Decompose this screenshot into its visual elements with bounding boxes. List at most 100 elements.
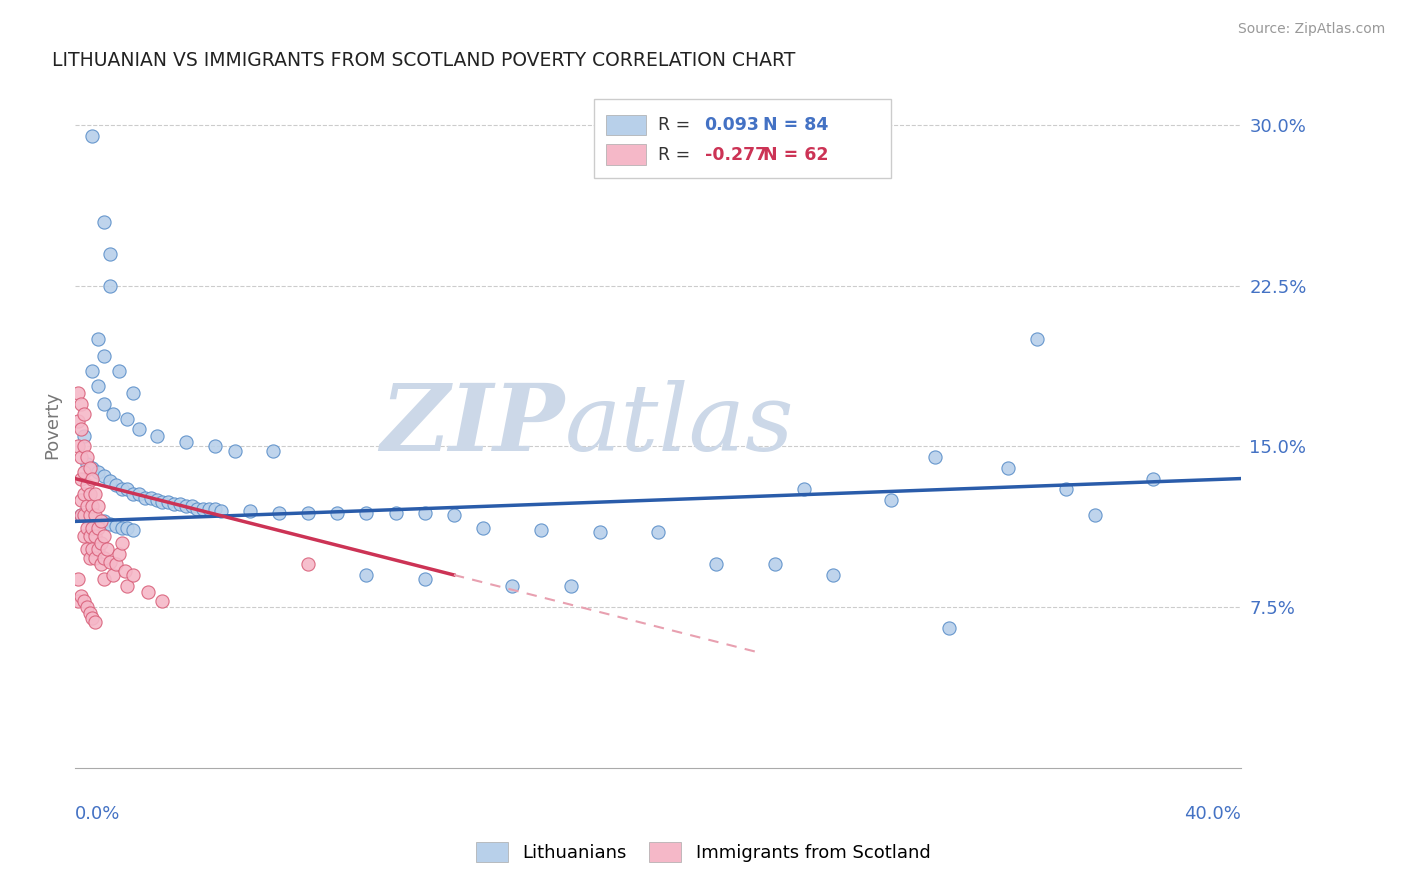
Point bbox=[69, 508, 91, 522]
Point bbox=[69, 493, 91, 508]
Point bbox=[1054, 483, 1077, 497]
Point bbox=[84, 550, 107, 565]
Point bbox=[66, 572, 89, 586]
Point bbox=[180, 500, 202, 514]
Point bbox=[169, 497, 191, 511]
Point bbox=[82, 611, 104, 625]
Point bbox=[98, 516, 121, 531]
Point bbox=[136, 585, 159, 599]
Point bbox=[82, 128, 104, 143]
Point bbox=[152, 495, 174, 509]
Text: N = 84: N = 84 bbox=[751, 116, 828, 134]
Point bbox=[174, 500, 197, 514]
Point bbox=[145, 428, 167, 442]
Point bbox=[128, 486, 150, 500]
Point bbox=[117, 411, 139, 425]
Point bbox=[98, 555, 121, 569]
Point bbox=[79, 607, 101, 621]
Point bbox=[122, 486, 145, 500]
Text: LITHUANIAN VS IMMIGRANTS FROM SCOTLAND POVERTY CORRELATION CHART: LITHUANIAN VS IMMIGRANTS FROM SCOTLAND P… bbox=[52, 51, 794, 70]
Point bbox=[114, 564, 136, 578]
Point bbox=[157, 495, 180, 509]
FancyBboxPatch shape bbox=[606, 114, 647, 135]
Text: ZIP: ZIP bbox=[381, 380, 565, 470]
Point bbox=[87, 379, 110, 393]
Point bbox=[139, 491, 162, 505]
Point bbox=[87, 521, 110, 535]
Point bbox=[73, 465, 96, 479]
FancyBboxPatch shape bbox=[606, 144, 647, 165]
Point bbox=[145, 493, 167, 508]
Point bbox=[111, 536, 134, 550]
Point bbox=[76, 450, 98, 465]
Point bbox=[93, 396, 115, 410]
Point bbox=[76, 478, 98, 492]
Point bbox=[472, 521, 495, 535]
Point bbox=[69, 450, 91, 465]
Point bbox=[79, 508, 101, 522]
Point bbox=[117, 521, 139, 535]
Point bbox=[79, 461, 101, 475]
Text: 0.093: 0.093 bbox=[704, 116, 759, 134]
Point bbox=[938, 622, 960, 636]
Point bbox=[73, 508, 96, 522]
Point bbox=[530, 523, 553, 537]
Point bbox=[84, 486, 107, 500]
Point bbox=[87, 465, 110, 479]
Point bbox=[73, 486, 96, 500]
Point bbox=[87, 515, 110, 529]
Point bbox=[76, 600, 98, 615]
Point bbox=[82, 364, 104, 378]
Point bbox=[101, 568, 124, 582]
Point bbox=[101, 407, 124, 421]
Point bbox=[73, 593, 96, 607]
Point bbox=[96, 542, 118, 557]
Point bbox=[647, 525, 669, 540]
Point bbox=[107, 364, 129, 378]
Point bbox=[104, 478, 127, 492]
Text: -0.277: -0.277 bbox=[704, 146, 766, 164]
Point bbox=[98, 246, 121, 260]
Point bbox=[66, 439, 89, 453]
Point bbox=[204, 501, 226, 516]
Point bbox=[90, 536, 112, 550]
Point bbox=[413, 572, 436, 586]
Point bbox=[84, 615, 107, 629]
Point bbox=[82, 461, 104, 475]
Point bbox=[122, 385, 145, 400]
Point bbox=[69, 422, 91, 436]
Point bbox=[90, 558, 112, 572]
Point bbox=[1025, 332, 1047, 346]
Point bbox=[76, 500, 98, 514]
Point bbox=[413, 506, 436, 520]
Point bbox=[128, 422, 150, 436]
Point bbox=[93, 350, 115, 364]
Text: R =: R = bbox=[658, 146, 696, 164]
Point bbox=[76, 457, 98, 471]
Point bbox=[69, 508, 91, 522]
Point bbox=[66, 414, 89, 428]
Point bbox=[93, 469, 115, 483]
Point bbox=[924, 450, 946, 465]
Point bbox=[560, 579, 582, 593]
Point bbox=[134, 491, 156, 505]
Point bbox=[79, 486, 101, 500]
Point bbox=[84, 529, 107, 543]
Point bbox=[98, 278, 121, 293]
Point bbox=[82, 521, 104, 535]
Point bbox=[73, 439, 96, 453]
Point bbox=[98, 474, 121, 488]
Point bbox=[793, 483, 815, 497]
Point bbox=[73, 407, 96, 421]
Text: N = 62: N = 62 bbox=[763, 146, 828, 164]
Point bbox=[66, 593, 89, 607]
Point bbox=[82, 512, 104, 526]
Point bbox=[93, 529, 115, 543]
Point bbox=[117, 483, 139, 497]
Point bbox=[193, 501, 215, 516]
Point bbox=[76, 521, 98, 535]
Point bbox=[122, 523, 145, 537]
FancyBboxPatch shape bbox=[593, 100, 891, 178]
Text: Source: ZipAtlas.com: Source: ZipAtlas.com bbox=[1237, 22, 1385, 37]
Point bbox=[163, 497, 186, 511]
